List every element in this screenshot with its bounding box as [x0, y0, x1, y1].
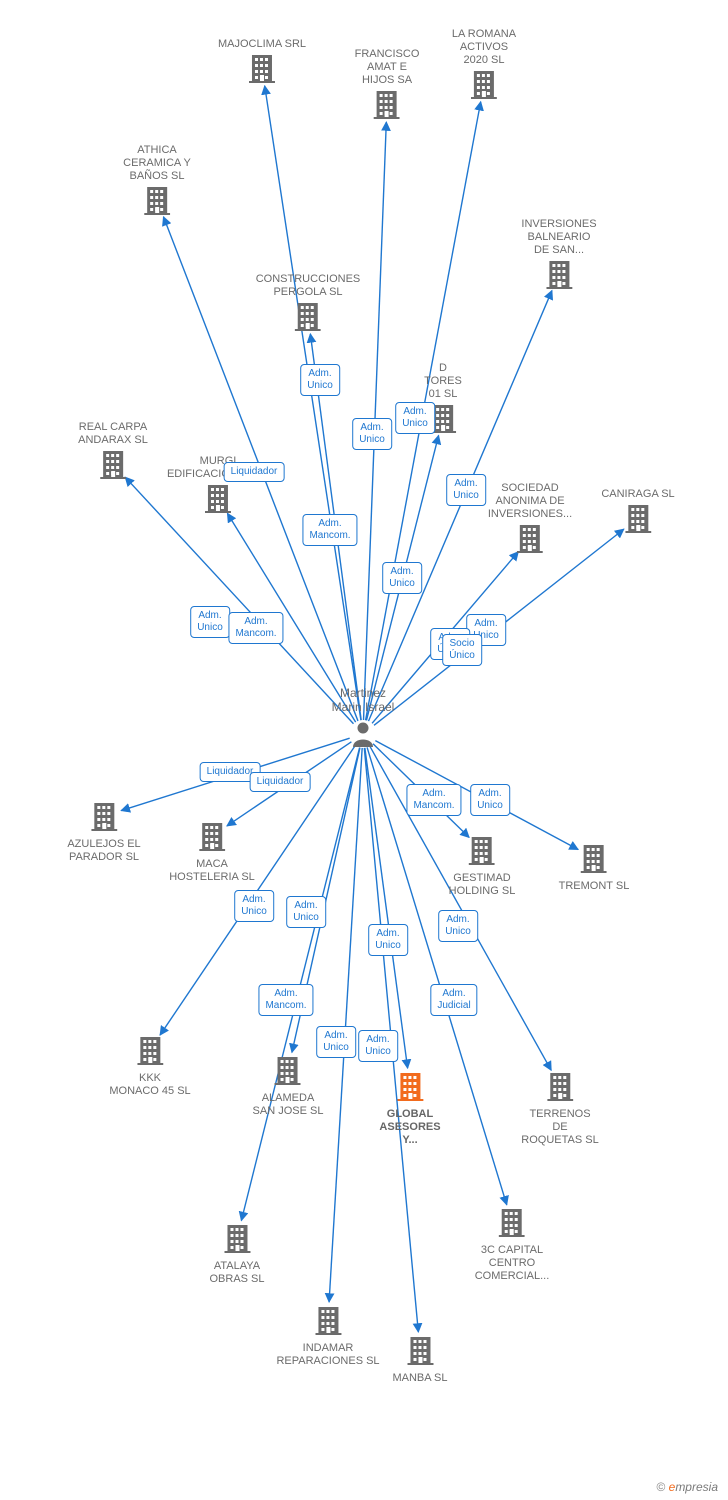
company-node: FRANCISCO AMAT E HIJOS SA — [355, 48, 420, 124]
edge-role-label: Adm. Unico — [470, 784, 510, 816]
company-node: CANIRAGA SL — [601, 488, 674, 538]
company-node: TREMONT SL — [559, 843, 630, 893]
building-icon — [581, 843, 607, 878]
center-person — [352, 721, 374, 752]
person-label: Martinez Marin Israel — [332, 686, 395, 714]
edge-role-label: Adm. Unico — [438, 910, 478, 942]
company-node: INVERSIONES BALNEARIO DE SAN... — [521, 218, 596, 294]
edge-role-label: Liquidador — [250, 772, 311, 792]
edge-role-label: Adm. Unico — [382, 562, 422, 594]
company-label: D TORES 01 SL — [424, 362, 462, 401]
company-label: MAJOCLIMA SRL — [218, 38, 306, 51]
edge-role-label: Adm. Mancom. — [302, 514, 357, 546]
building-icon — [517, 523, 543, 558]
building-icon — [91, 801, 117, 836]
company-node: LA ROMANA ACTIVOS 2020 SL — [452, 28, 516, 104]
building-icon — [100, 449, 126, 484]
edge-role-label: Adm. Unico — [300, 364, 340, 396]
company-node: CONSTRUCCIONES PERGOLA SL — [256, 273, 361, 336]
network-diagram: MAJOCLIMA SRL FRANCISCO AMAT E HIJOS SA … — [0, 0, 728, 1500]
company-node: SOCIEDAD ANONIMA DE INVERSIONES... — [488, 482, 572, 558]
building-icon — [625, 503, 651, 538]
company-label: CONSTRUCCIONES PERGOLA SL — [256, 273, 361, 299]
building-icon — [249, 53, 275, 88]
building-icon — [374, 89, 400, 124]
building-icon — [137, 1035, 163, 1070]
edge-role-label: Adm. Unico — [352, 418, 392, 450]
building-icon — [547, 1071, 573, 1106]
company-node: GESTIMAD HOLDING SL — [449, 835, 516, 898]
building-icon — [295, 301, 321, 336]
company-node: MACA HOSTELERIA SL — [169, 821, 255, 884]
footer-credit: © empresia — [656, 1480, 718, 1494]
company-label: FRANCISCO AMAT E HIJOS SA — [355, 48, 420, 87]
company-label: MANBA SL — [392, 1372, 447, 1385]
company-node: REAL CARPA ANDARAX SL — [78, 421, 148, 484]
company-label: ATALAYA OBRAS SL — [209, 1260, 264, 1286]
company-label: REAL CARPA ANDARAX SL — [78, 421, 148, 447]
edge-role-label: Liquidador — [224, 462, 285, 482]
building-icon — [144, 185, 170, 220]
company-node: ATHICA CERAMICA Y BAÑOS SL — [123, 144, 191, 220]
company-node: ALAMEDA SAN JOSE SL — [253, 1055, 324, 1118]
company-label: TERRENOS DE ROQUETAS SL — [521, 1108, 598, 1147]
edge-role-label: Adm. Unico — [286, 896, 326, 928]
building-icon — [275, 1055, 301, 1090]
company-label: KKK MONACO 45 SL — [109, 1072, 190, 1098]
company-label: INDAMAR REPARACIONES SL — [276, 1342, 379, 1368]
copyright-symbol: © — [656, 1480, 668, 1494]
edge-role-label: Adm. Mancom. — [258, 984, 313, 1016]
company-label: MACA HOSTELERIA SL — [169, 858, 255, 884]
edge-role-label: Adm. Unico — [234, 890, 274, 922]
company-node: ATALAYA OBRAS SL — [209, 1223, 264, 1286]
building-icon — [499, 1207, 525, 1242]
edge-role-label: Adm. Unico — [190, 606, 230, 638]
edge-role-label: Adm. Unico — [316, 1026, 356, 1058]
edge-role-label: Adm. Mancom. — [228, 612, 283, 644]
company-label: ATHICA CERAMICA Y BAÑOS SL — [123, 144, 191, 183]
company-node: INDAMAR REPARACIONES SL — [276, 1305, 379, 1368]
building-icon — [546, 259, 572, 294]
edge-role-label: Socio Único — [442, 634, 482, 666]
company-label: SOCIEDAD ANONIMA DE INVERSIONES... — [488, 482, 572, 521]
company-label: CANIRAGA SL — [601, 488, 674, 501]
edge-role-label: Adm. Unico — [395, 402, 435, 434]
building-icon — [397, 1071, 423, 1106]
building-icon — [469, 835, 495, 870]
company-label: TREMONT SL — [559, 880, 630, 893]
building-icon — [407, 1335, 433, 1370]
company-node: GLOBAL ASESORES Y... — [379, 1071, 440, 1147]
brand-name: empresia — [669, 1480, 718, 1494]
company-node: 3C CAPITAL CENTRO COMERCIAL... — [475, 1207, 550, 1283]
company-label: AZULEJOS EL PARADOR SL — [67, 838, 140, 864]
company-label: GLOBAL ASESORES Y... — [379, 1108, 440, 1147]
company-label: GESTIMAD HOLDING SL — [449, 872, 516, 898]
edge-role-label: Adm. Judicial — [430, 984, 477, 1016]
company-label: 3C CAPITAL CENTRO COMERCIAL... — [475, 1244, 550, 1283]
company-node: AZULEJOS EL PARADOR SL — [67, 801, 140, 864]
company-node: MAJOCLIMA SRL — [218, 38, 306, 88]
company-label: INVERSIONES BALNEARIO DE SAN... — [521, 218, 596, 257]
building-icon — [224, 1223, 250, 1258]
company-node: KKK MONACO 45 SL — [109, 1035, 190, 1098]
edge-role-label: Adm. Unico — [446, 474, 486, 506]
building-icon — [471, 69, 497, 104]
building-icon — [315, 1305, 341, 1340]
edge-role-label: Adm. Unico — [358, 1030, 398, 1062]
building-icon — [199, 821, 225, 856]
company-label: LA ROMANA ACTIVOS 2020 SL — [452, 28, 516, 67]
company-label: ALAMEDA SAN JOSE SL — [253, 1092, 324, 1118]
edge-role-label: Adm. Mancom. — [406, 784, 461, 816]
company-node: TERRENOS DE ROQUETAS SL — [521, 1071, 598, 1147]
company-node: MANBA SL — [392, 1335, 447, 1385]
edge-role-label: Adm. Unico — [368, 924, 408, 956]
building-icon — [205, 483, 231, 518]
